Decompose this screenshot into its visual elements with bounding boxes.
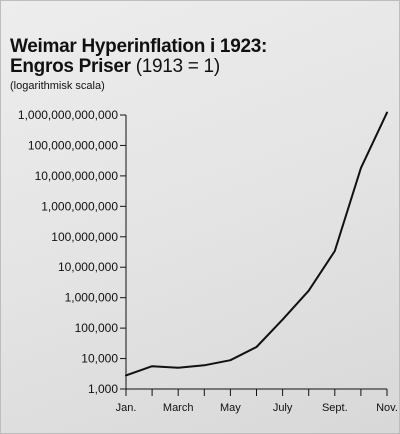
y-tick-labels: 1,000 10,000 100,000 1,000,000 10,000,000 100… xyxy=(18,108,118,396)
y-tick-label: 10,000,000,000 xyxy=(35,169,119,183)
scale-note: (logarithmisk scala) xyxy=(10,80,105,92)
series-layer xyxy=(125,111,388,377)
chart-title: Weimar Hyperinflation i 1923: Engros Pri… xyxy=(10,37,267,77)
x-tick-label: July xyxy=(273,402,293,414)
y-tick-label: 10,000 xyxy=(81,352,118,366)
y-tick-label: 10,000,000 xyxy=(58,260,118,274)
chart-title-line2-bold: Engros Priser xyxy=(10,56,131,77)
data-point xyxy=(151,365,153,368)
y-tick-label: 1,000 xyxy=(88,382,118,396)
data-point xyxy=(229,359,232,362)
series-line xyxy=(125,111,388,377)
chart-title-line1: Weimar Hyperinflation i 1923: xyxy=(10,36,268,57)
data-point xyxy=(125,374,127,377)
y-tick-label: 100,000,000 xyxy=(51,230,118,244)
data-point xyxy=(307,289,310,292)
y-tick-label: 1,000,000,000,000 xyxy=(18,108,118,122)
y-tick-label: 1,000,000 xyxy=(65,291,119,305)
data-point xyxy=(203,364,206,367)
data-point xyxy=(281,318,284,321)
y-tick-label: 100,000 xyxy=(75,321,119,335)
data-point xyxy=(177,366,179,369)
data-point xyxy=(255,346,258,348)
x-tick-label: March xyxy=(163,402,194,414)
chart-axes xyxy=(120,114,388,396)
x-tick-labels: Jan. March May July Sept. Nov. xyxy=(116,402,398,414)
x-tick-label: Jan. xyxy=(116,402,137,414)
y-tick-label: 100,000,000,000 xyxy=(28,138,118,152)
x-tick-label: May xyxy=(220,402,241,414)
data-point xyxy=(386,111,388,114)
data-point xyxy=(360,167,362,169)
chart-title-line2-rest: (1913 = 1) xyxy=(130,56,220,77)
data-point xyxy=(334,250,336,252)
y-tick-label: 1,000,000,000 xyxy=(41,199,118,213)
x-tick-label: Sept. xyxy=(322,402,348,414)
x-tick-label: Nov. xyxy=(376,402,398,414)
